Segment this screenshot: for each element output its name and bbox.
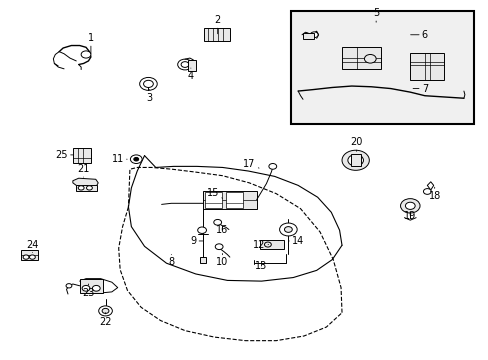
Text: 15: 15 bbox=[206, 188, 222, 198]
Circle shape bbox=[29, 255, 35, 259]
Circle shape bbox=[86, 186, 92, 190]
Bar bbox=[409, 53, 444, 80]
Bar bbox=[21, 249, 38, 260]
Text: 22: 22 bbox=[99, 313, 112, 327]
Text: 25: 25 bbox=[55, 150, 73, 160]
Bar bbox=[260, 240, 284, 249]
Polygon shape bbox=[73, 178, 98, 187]
Bar bbox=[225, 192, 243, 208]
Circle shape bbox=[197, 227, 206, 233]
Circle shape bbox=[140, 77, 157, 90]
Circle shape bbox=[423, 189, 430, 194]
Bar bbox=[350, 154, 360, 166]
Circle shape bbox=[143, 80, 153, 87]
Bar bbox=[303, 33, 313, 40]
Text: 8: 8 bbox=[168, 255, 174, 267]
Text: 23: 23 bbox=[82, 284, 95, 298]
Circle shape bbox=[215, 244, 223, 249]
Text: 7: 7 bbox=[412, 84, 427, 94]
Text: 14: 14 bbox=[288, 236, 304, 246]
Circle shape bbox=[102, 309, 109, 314]
Circle shape bbox=[284, 226, 292, 232]
Text: 4: 4 bbox=[187, 68, 194, 81]
Circle shape bbox=[347, 154, 363, 166]
Circle shape bbox=[82, 285, 90, 291]
Text: 3: 3 bbox=[146, 90, 152, 103]
Bar bbox=[73, 148, 91, 163]
Text: 10: 10 bbox=[216, 253, 228, 267]
Circle shape bbox=[177, 59, 192, 70]
Text: 17: 17 bbox=[243, 159, 259, 169]
Bar bbox=[199, 257, 206, 263]
Circle shape bbox=[405, 202, 414, 210]
Bar bbox=[203, 191, 256, 209]
Text: 1: 1 bbox=[88, 33, 94, 54]
Circle shape bbox=[92, 285, 100, 291]
Bar bbox=[341, 47, 380, 69]
Circle shape bbox=[134, 157, 139, 161]
Text: 16: 16 bbox=[216, 225, 228, 235]
Bar bbox=[80, 279, 103, 293]
Circle shape bbox=[364, 54, 375, 63]
Bar bbox=[203, 28, 230, 41]
Text: 18: 18 bbox=[427, 187, 440, 201]
Text: 2: 2 bbox=[214, 15, 221, 34]
Circle shape bbox=[310, 32, 318, 38]
Circle shape bbox=[66, 284, 72, 288]
Circle shape bbox=[23, 255, 29, 259]
Text: 24: 24 bbox=[26, 239, 39, 252]
Text: 19: 19 bbox=[404, 211, 416, 221]
Bar bbox=[76, 185, 97, 191]
Text: 11: 11 bbox=[111, 154, 127, 164]
Circle shape bbox=[213, 220, 221, 225]
Circle shape bbox=[264, 242, 271, 247]
Bar bbox=[290, 12, 473, 125]
Circle shape bbox=[78, 186, 84, 190]
Circle shape bbox=[130, 155, 142, 163]
Circle shape bbox=[181, 62, 188, 67]
Text: 21: 21 bbox=[77, 164, 90, 177]
Circle shape bbox=[268, 163, 276, 169]
Circle shape bbox=[279, 223, 297, 236]
Bar bbox=[204, 192, 221, 208]
Text: 6: 6 bbox=[410, 30, 427, 40]
Circle shape bbox=[400, 199, 419, 213]
Text: 12: 12 bbox=[252, 239, 268, 249]
Text: 5: 5 bbox=[372, 8, 379, 22]
Bar bbox=[188, 60, 196, 71]
Text: 20: 20 bbox=[350, 138, 362, 151]
Circle shape bbox=[341, 150, 368, 170]
Circle shape bbox=[99, 306, 112, 316]
Text: 9: 9 bbox=[190, 236, 203, 246]
Text: 13: 13 bbox=[255, 261, 267, 271]
Circle shape bbox=[81, 51, 91, 58]
Circle shape bbox=[351, 157, 359, 163]
